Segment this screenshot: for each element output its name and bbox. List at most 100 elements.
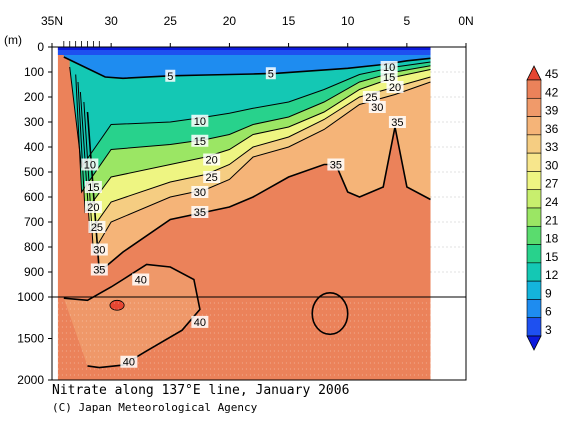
contour-label-bg xyxy=(388,116,406,128)
contour-label-40: 40 xyxy=(194,317,206,329)
plot-frame xyxy=(51,46,467,381)
contour-label-bg xyxy=(120,355,138,368)
colorbar: 45 42 39 36 33 30 27 24 21 18 15 12 9 6 3 xyxy=(526,65,559,351)
contour-label-35: 35 xyxy=(330,160,342,172)
contour-label-bg xyxy=(191,186,209,198)
frame-border xyxy=(51,46,467,381)
contour-label-bg xyxy=(265,67,276,80)
contour-label-bg xyxy=(368,101,386,113)
x-tick-label: 30 xyxy=(104,14,118,28)
contour-label-15: 15 xyxy=(194,136,206,148)
colorbar-label: 18 xyxy=(545,232,559,246)
y-tick-label: 1500 xyxy=(17,332,44,346)
y-tick-label: 200 xyxy=(24,90,44,104)
contour-label-bg xyxy=(88,221,106,233)
contour-labels: 5 510152025303510152025303540404035351015… xyxy=(81,61,406,369)
colorbar-segment xyxy=(526,189,542,209)
colorbar-label: 9 xyxy=(545,286,552,300)
colorbar-top-triangle xyxy=(526,65,542,81)
contour-label-bg xyxy=(362,91,380,103)
y-tick-label: 100 xyxy=(24,65,44,79)
colorbar-label: 33 xyxy=(545,140,559,154)
contour-label-bg xyxy=(191,206,209,218)
colorbar-label: 15 xyxy=(545,250,559,264)
y-tick-label: 500 xyxy=(24,165,44,179)
contour-line-10 xyxy=(69,61,431,169)
contour-line-15 xyxy=(75,65,431,194)
colorbar-segment xyxy=(526,97,542,117)
colorbar-segment xyxy=(526,280,542,300)
contour-label-bg xyxy=(191,315,209,328)
y-tick-label: 900 xyxy=(24,265,44,279)
x-tick-label: 20 xyxy=(223,14,237,28)
y-axis-label: (m) xyxy=(4,33,22,47)
colorbar-label: 12 xyxy=(545,268,559,282)
contour-label-30: 30 xyxy=(93,245,105,257)
contour-label-35: 35 xyxy=(194,207,206,219)
contour-label-25: 25 xyxy=(91,222,103,234)
colorbar-label: 39 xyxy=(545,104,559,118)
x-tick-label: 10 xyxy=(341,14,355,28)
contour-label-30: 30 xyxy=(371,102,383,114)
axes: 35N 30 25 20 15 10 5 0N(m) 010020030040050060070… xyxy=(4,14,474,387)
contour-label-bg xyxy=(81,158,99,171)
contour-label-5: 5 xyxy=(268,68,274,80)
colorbar-label: 36 xyxy=(545,122,559,136)
contour-label-bg xyxy=(191,134,209,147)
colorbar-label: 24 xyxy=(545,195,559,209)
contour-label-bg xyxy=(386,81,404,93)
contour-label-bg xyxy=(327,158,345,171)
contour-label-35: 35 xyxy=(391,117,403,129)
y-tick-label: 400 xyxy=(24,140,44,154)
contour-label-bg xyxy=(84,201,102,213)
colorbar-segment xyxy=(526,317,542,337)
contour-label-40: 40 xyxy=(123,357,135,369)
contour-label-20: 20 xyxy=(87,202,99,214)
x-tick-label: 25 xyxy=(164,14,178,28)
colorbar-segment xyxy=(526,244,542,264)
contour-label-20: 20 xyxy=(206,155,218,167)
contour-line-20 xyxy=(77,69,431,214)
chart-credit: (C) Japan Meteorological Agency xyxy=(52,401,258,414)
band-40-interior xyxy=(63,264,200,368)
contour-label-35: 35 xyxy=(93,265,105,277)
colorbar-segment xyxy=(526,207,542,227)
y-tick-label: 300 xyxy=(24,115,44,129)
contour-label-bg xyxy=(380,61,398,73)
colorbar-segment xyxy=(526,152,542,172)
contour-label-40: 40 xyxy=(135,275,147,287)
contour-label-15: 15 xyxy=(87,182,99,194)
colorbar-label: 27 xyxy=(545,177,559,191)
colorbar-bottom-triangle xyxy=(526,335,542,351)
contour-label-bg xyxy=(380,71,398,83)
contour-line-35 xyxy=(86,111,431,274)
colorbar-label: 30 xyxy=(545,158,559,172)
contour-label-20: 20 xyxy=(389,82,401,94)
contour-label-bg xyxy=(84,181,102,193)
contour-label-bg xyxy=(132,273,150,286)
colorbar-segment xyxy=(526,225,542,245)
y-tick-label: 2000 xyxy=(17,373,44,387)
band-closed-45 xyxy=(109,300,125,311)
colorbar-segment xyxy=(526,116,542,136)
colorbar-segment xyxy=(526,262,542,282)
contour-label-bg xyxy=(191,114,209,127)
band-surface xyxy=(57,47,431,55)
contour-closed-40 xyxy=(311,292,349,336)
band-top xyxy=(57,47,431,50)
x-tick-label: 15 xyxy=(282,14,296,28)
y-tick-label: 700 xyxy=(24,215,44,229)
contour-label-bg xyxy=(203,153,221,166)
contour-label-bg xyxy=(90,263,108,276)
colorbar-segment xyxy=(526,134,542,154)
y-tick-label: 600 xyxy=(24,190,44,204)
contour-label-bg xyxy=(203,171,221,183)
x-tick-label: 0N xyxy=(458,14,473,28)
colorbar-segment xyxy=(526,79,542,99)
colorbar-label: 42 xyxy=(545,85,559,99)
colorbar-segment xyxy=(526,171,542,191)
contour-label-10: 10 xyxy=(84,160,96,172)
colorbar-label: 3 xyxy=(545,323,552,337)
contour-label-30: 30 xyxy=(194,187,206,199)
